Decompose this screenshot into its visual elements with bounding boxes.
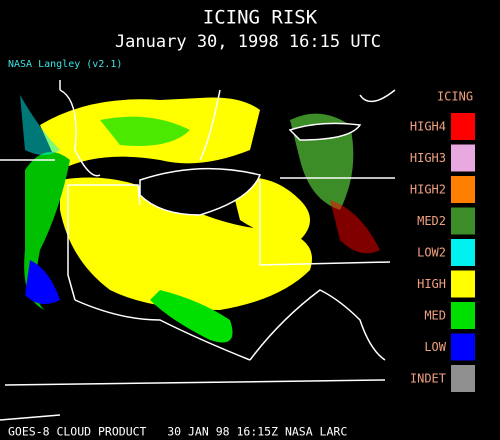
legend-swatch: [451, 333, 475, 361]
legend-label: HIGH3: [410, 151, 446, 165]
legend-label: HIGH4: [410, 120, 446, 134]
lake-ontario: [290, 123, 360, 140]
legend-label: INDET: [410, 372, 446, 386]
title: ICING RISK: [203, 7, 318, 29]
footer: GOES-8 CLOUD PRODUCT 30 JAN 98 16:15Z NA…: [8, 425, 347, 439]
legend-label: MED: [424, 309, 446, 323]
legend-swatch: [451, 144, 475, 172]
legend-label: HIGH2: [410, 183, 446, 197]
cloud-yellow: [230, 177, 310, 240]
cloud-cyan: [20, 95, 60, 155]
legend-swatch: [451, 207, 475, 235]
legend-swatch: [451, 302, 475, 329]
cloud-red: [330, 200, 380, 254]
cloud-green: [150, 290, 233, 343]
legend-swatch: [451, 365, 475, 392]
legend-label: LOW: [424, 340, 446, 354]
legend-swatch: [451, 113, 475, 140]
legend: HIGH4 HIGH3 HIGH2 MED2 LOW2 HIGH MED LOW INDET: [410, 113, 475, 392]
boundaries: [0, 80, 396, 421]
legend-swatch: [451, 270, 475, 298]
legend-label: MED2: [417, 214, 446, 228]
legend-label: HIGH: [417, 277, 446, 291]
legend-title: ICING: [437, 90, 473, 104]
source-label: NASA Langley (v2.1): [8, 59, 122, 70]
cloud-green: [100, 116, 190, 146]
subtitle: January 30, 1998 16:15 UTC: [115, 32, 381, 52]
legend-swatch: [451, 239, 475, 266]
cloud-blue: [25, 260, 60, 304]
legend-label: LOW2: [417, 246, 446, 260]
cloud-yellow: [60, 177, 312, 310]
satellite-map: [0, 80, 396, 421]
lake-erie: [140, 168, 260, 215]
legend-swatch: [451, 176, 475, 203]
